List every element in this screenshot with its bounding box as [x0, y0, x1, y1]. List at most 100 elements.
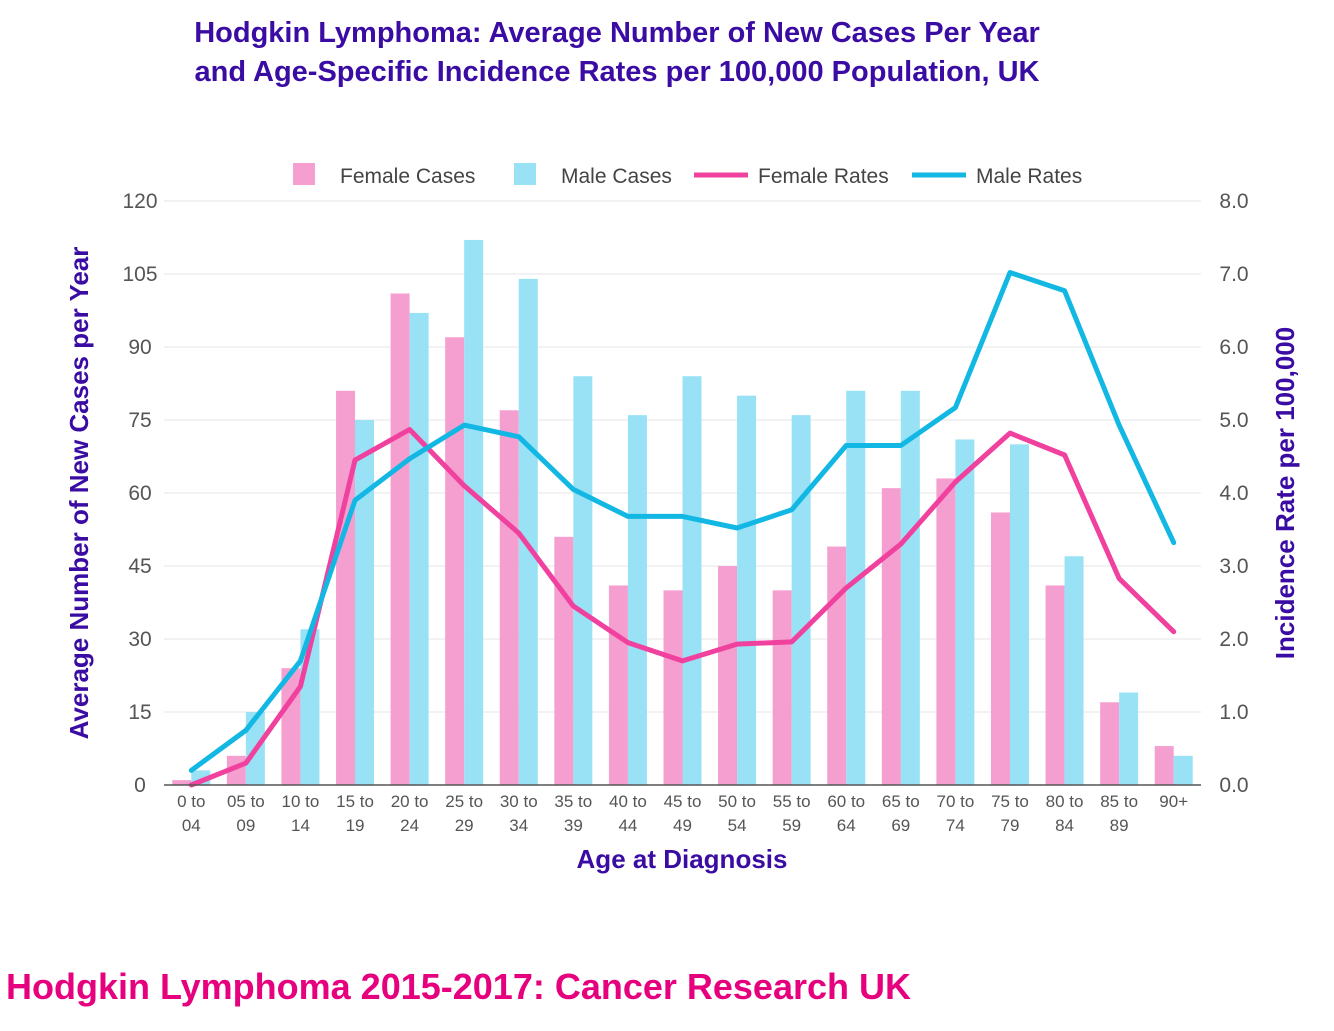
legend-female-cases-label: Female Cases: [340, 165, 475, 188]
bar-male-cases: [900, 390, 920, 785]
x-tick-label: 19: [346, 816, 365, 835]
line-male-rates: [188, 270, 1177, 773]
chart-title-line-1: Hodgkin Lymphoma: Average Number of New …: [194, 17, 1040, 49]
y-left-tick-label: 45: [128, 555, 151, 578]
bar-group: [172, 239, 1193, 785]
axes: 0 0.0 15 1.0 30 2.0 45 3.0 60 4.0 75 5.0 90 6.0 105 7.0…: [64, 190, 1300, 874]
x-tick-label: 44: [618, 816, 637, 835]
x-tick-label: 70 to: [936, 792, 974, 811]
x-tick-label: 55 to: [773, 792, 811, 811]
bar-male-cases: [409, 312, 429, 785]
x-tick-label: 85 to: [1100, 792, 1138, 811]
y-right-tick-label: 2.0: [1219, 628, 1248, 651]
x-tick-label: 05 to: [227, 792, 265, 811]
bar-female-cases: [336, 390, 356, 785]
legend: Female Cases Male Cases Female Rates Male R…: [293, 163, 1082, 188]
x-tick-label: 50 to: [718, 792, 756, 811]
y-left-tick-label: 90: [128, 336, 151, 359]
y-left-tick-label: 120: [122, 190, 157, 213]
x-tick-label: 24: [400, 816, 419, 835]
x-tick-label: 60 to: [827, 792, 865, 811]
y-left-tick-label: 0: [134, 774, 146, 797]
bar-male-cases: [573, 376, 593, 785]
legend-male-rates-label: Male Rates: [976, 165, 1082, 188]
x-tick-label: 40 to: [609, 792, 647, 811]
x-tick-label: 14: [291, 816, 310, 835]
x-tick-label: 0 to: [177, 792, 205, 811]
bar-female-cases: [608, 585, 628, 785]
chart-title: Hodgkin Lymphoma: Average Number of New …: [0, 14, 1234, 92]
line-female-rates: [188, 427, 1177, 788]
legend-female-cases-swatch: [293, 163, 315, 185]
y-right-tick-label: 7.0: [1219, 263, 1248, 286]
x-tick-label: 65 to: [882, 792, 920, 811]
y-right-tick-label: 3.0: [1219, 555, 1248, 578]
bar-female-cases: [718, 566, 738, 785]
bar-male-cases: [846, 390, 866, 785]
y-left-tick-label: 60: [128, 482, 151, 505]
bar-male-cases: [791, 415, 811, 785]
bar-male-cases: [518, 278, 538, 785]
bar-female-cases: [1045, 585, 1065, 785]
x-tick-label: 54: [728, 816, 747, 835]
x-tick-label: 09: [236, 816, 255, 835]
bar-female-cases: [881, 488, 901, 785]
bar-male-cases: [737, 395, 757, 785]
x-tick-label: 59: [782, 816, 801, 835]
bar-male-cases: [1119, 692, 1139, 785]
bar-female-cases: [172, 780, 192, 785]
x-tick-label: 39: [564, 816, 583, 835]
x-tick-label: 79: [1001, 816, 1020, 835]
bar-male-cases: [955, 439, 975, 785]
x-tick-label: 25 to: [445, 792, 483, 811]
y-left-tick-label: 15: [128, 701, 151, 724]
line-group: [188, 270, 1177, 788]
x-tick-label: 45 to: [664, 792, 702, 811]
y-left-axis-title: Average Number of New Cases per Year: [64, 247, 94, 740]
y-left-tick-label: 75: [128, 409, 151, 432]
x-tick-label: 80 to: [1046, 792, 1084, 811]
bar-male-cases: [355, 420, 375, 785]
bar-female-cases: [1100, 702, 1120, 785]
x-tick-label: 15 to: [336, 792, 374, 811]
x-tick-label: 34: [509, 816, 528, 835]
x-tick-label: 90+: [1159, 792, 1188, 811]
x-tick-label: 84: [1055, 816, 1074, 835]
bar-male-cases: [1173, 755, 1193, 785]
legend-female-rates-label: Female Rates: [758, 165, 889, 188]
y-right-tick-label: 1.0: [1219, 701, 1248, 724]
bar-male-cases: [1064, 556, 1084, 785]
y-left-tick-label: 105: [122, 263, 157, 286]
bar-female-cases: [936, 478, 956, 785]
x-tick-label: 20 to: [391, 792, 429, 811]
bar-female-cases: [499, 410, 519, 785]
y-left-tick-label: 30: [128, 628, 151, 651]
x-tick-label: 30 to: [500, 792, 538, 811]
x-tick-label: 74: [946, 816, 965, 835]
x-tick-label: 64: [837, 816, 856, 835]
x-tick-label: 69: [891, 816, 910, 835]
bar-male-cases: [682, 376, 702, 785]
x-tick-label: 49: [673, 816, 692, 835]
bar-female-cases: [390, 293, 410, 785]
bar-male-cases: [464, 239, 484, 785]
y-right-tick-label: 4.0: [1219, 482, 1248, 505]
y-right-tick-label: 0.0: [1219, 774, 1248, 797]
bar-female-cases: [772, 590, 792, 785]
x-tick-label: 89: [1110, 816, 1129, 835]
y-right-axis-title: Incidence Rate per 100,000: [1270, 327, 1300, 659]
x-tick-label: 35 to: [554, 792, 592, 811]
bar-female-cases: [281, 668, 301, 785]
bar-female-cases: [827, 546, 847, 785]
legend-male-cases-swatch: [514, 163, 536, 185]
source-caption: Hodgkin Lymphoma 2015-2017: Cancer Resea…: [6, 966, 911, 1007]
x-axis-title: Age at Diagnosis: [577, 844, 788, 874]
y-right-tick-label: 8.0: [1219, 190, 1248, 213]
x-tick-label: 29: [455, 816, 474, 835]
bar-female-cases: [1154, 746, 1174, 785]
bar-female-cases: [445, 337, 465, 785]
y-right-tick-label: 5.0: [1219, 409, 1248, 432]
bar-male-cases: [1009, 444, 1029, 785]
bar-male-cases: [627, 415, 647, 785]
